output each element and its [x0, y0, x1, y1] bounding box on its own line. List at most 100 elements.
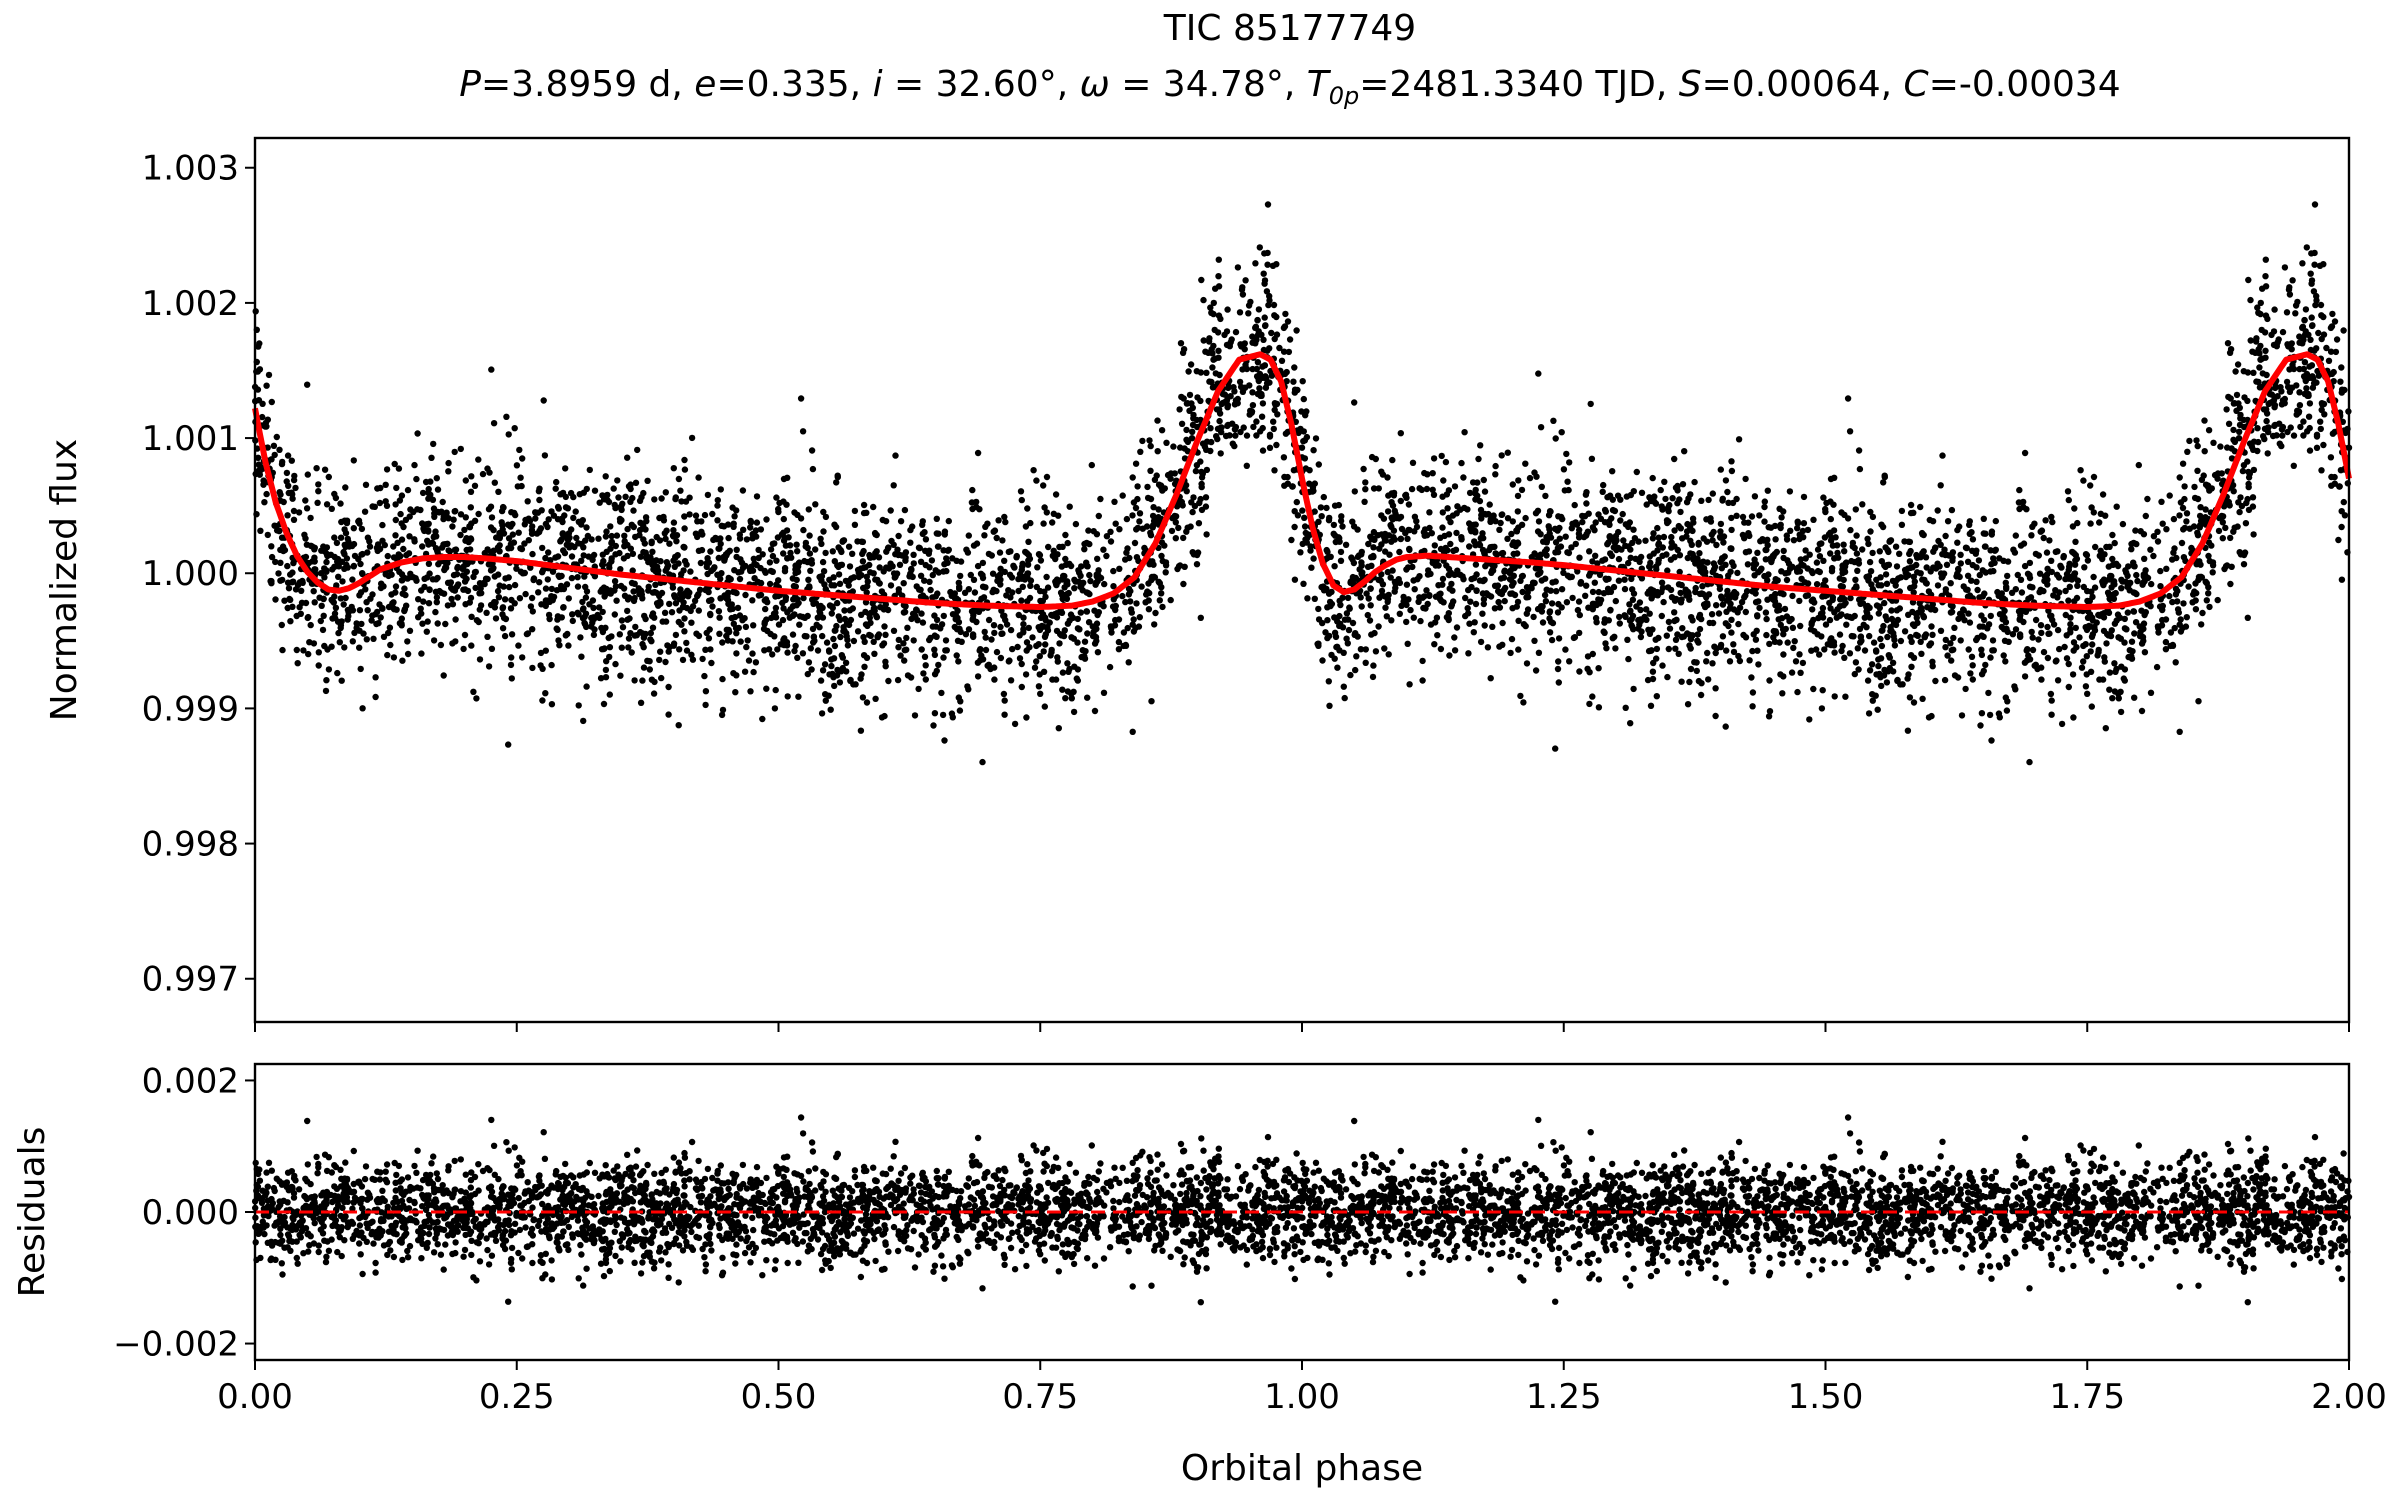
flux-point	[1256, 244, 1264, 251]
flux-point	[933, 667, 940, 675]
flux-point	[1155, 506, 1162, 513]
flux-point	[953, 652, 960, 659]
flux-point	[539, 697, 546, 704]
flux-point	[1129, 474, 1136, 481]
flux-point	[1198, 474, 1206, 481]
flux-point	[1777, 521, 1784, 528]
flux-point	[636, 532, 643, 539]
flux-point	[487, 503, 495, 510]
flux-point	[857, 675, 864, 682]
flux-point	[1246, 411, 1253, 418]
flux-point	[2305, 413, 2313, 420]
flux-point	[1494, 582, 1502, 589]
flux-point	[817, 535, 824, 542]
flux-point	[2279, 432, 2286, 439]
flux-point	[2230, 436, 2237, 443]
flux-point	[285, 585, 293, 592]
flux-point	[1526, 474, 1534, 482]
flux-point	[1345, 626, 1353, 634]
flux-point	[1358, 603, 1365, 610]
flux-point	[362, 586, 369, 593]
flux-point	[624, 596, 632, 603]
flux-point	[672, 495, 679, 503]
flux-point	[1979, 623, 1987, 630]
flux-point	[1534, 528, 1542, 535]
flux-point	[766, 580, 774, 588]
flux-point	[1664, 673, 1671, 681]
flux-point	[2106, 669, 2114, 676]
flux-point	[1186, 391, 1194, 399]
flux-point	[310, 640, 318, 647]
flux-point	[1216, 417, 1223, 425]
flux-point	[814, 647, 822, 654]
flux-point	[1780, 547, 1787, 555]
flux-point	[2097, 510, 2104, 517]
flux-point	[967, 571, 974, 579]
flux-point	[607, 523, 614, 530]
flux-point	[954, 607, 961, 614]
flux-point	[1917, 503, 1924, 511]
flux-point	[1093, 637, 1100, 645]
flux-point	[1083, 608, 1091, 615]
flux-point	[457, 445, 464, 453]
flux-point	[715, 554, 722, 562]
flux-point	[1269, 262, 1277, 269]
flux-point	[1180, 346, 1188, 353]
flux-point	[1444, 505, 1451, 512]
flux-point	[2284, 341, 2291, 348]
flux-point	[277, 546, 284, 554]
flux-point	[499, 625, 507, 632]
flux-point	[971, 589, 979, 596]
flux-point	[998, 607, 1005, 614]
flux-point	[739, 564, 747, 571]
flux-point	[1496, 604, 1504, 611]
flux-point	[470, 573, 477, 580]
flux-point	[664, 642, 671, 649]
flux-point	[1026, 594, 1034, 602]
flux-point	[1020, 614, 1027, 621]
flux-point	[290, 559, 297, 567]
flux-point	[468, 642, 475, 649]
flux-point	[1492, 471, 1499, 478]
flux-point	[1281, 482, 1288, 489]
flux-point	[888, 537, 895, 545]
flux-point	[1744, 561, 1752, 568]
flux-point	[1534, 507, 1542, 514]
flux-point	[1885, 548, 1892, 556]
flux-point	[1054, 658, 1062, 665]
flux-point	[410, 508, 417, 516]
flux-point	[624, 552, 631, 560]
flux-point	[1385, 651, 1392, 658]
flux-point	[1419, 657, 1426, 665]
flux-point	[1668, 533, 1675, 541]
flux-point	[1576, 611, 1584, 619]
flux-point	[974, 673, 982, 680]
flux-point	[657, 648, 664, 655]
flux-point	[1608, 552, 1616, 560]
flux-point	[1595, 704, 1603, 711]
flux-point	[714, 502, 721, 509]
flux-point	[624, 607, 631, 615]
flux-point	[1055, 725, 1063, 732]
flux-point	[858, 611, 865, 618]
flux-point	[1552, 539, 1560, 546]
flux-point	[2021, 673, 2029, 680]
flux-point	[1136, 510, 1144, 517]
flux-point	[872, 695, 879, 702]
flux-point	[1011, 720, 1019, 728]
flux-point	[1569, 594, 1576, 602]
flux-point	[600, 700, 608, 708]
flux-point	[564, 505, 572, 512]
flux-point	[2177, 616, 2184, 623]
flux-point	[1659, 544, 1667, 551]
flux-point	[388, 591, 395, 598]
flux-point	[1649, 675, 1657, 683]
flux-point	[1271, 335, 1278, 343]
flux-point	[511, 425, 518, 432]
flux-point	[612, 504, 619, 512]
flux-point	[1884, 633, 1891, 641]
flux-point	[1278, 357, 1286, 364]
flux-point	[697, 559, 705, 567]
flux-point	[819, 558, 827, 566]
flux-point	[525, 515, 532, 522]
